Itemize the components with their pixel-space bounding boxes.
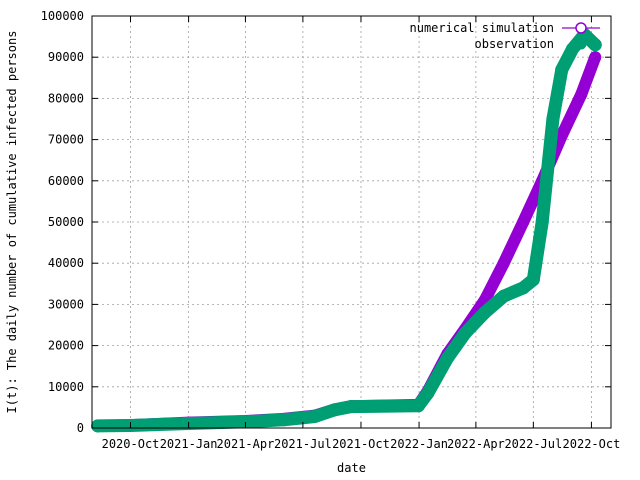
data-point <box>458 326 472 340</box>
data-point <box>497 257 510 270</box>
y-axis-title: I(t): The daily number of cumulative inf… <box>5 31 19 414</box>
series-line <box>91 28 602 433</box>
x-tick-label: 2022-Jan <box>390 437 448 451</box>
y-tick-label: 60000 <box>48 174 84 188</box>
data-point <box>344 400 358 414</box>
grid <box>92 16 611 428</box>
data-point <box>411 399 425 413</box>
data-point <box>589 51 602 64</box>
y-tick-label: 40000 <box>48 256 84 270</box>
legend-label: observation <box>475 37 554 51</box>
data-point <box>516 281 530 295</box>
y-tick-label: 50000 <box>48 215 84 229</box>
data-point <box>308 409 322 423</box>
series-line <box>91 51 602 432</box>
data-point <box>526 273 540 287</box>
x-axis-title: date <box>337 461 366 475</box>
y-tick-label: 10000 <box>48 380 84 394</box>
data-point <box>575 88 588 101</box>
y-tick-label: 80000 <box>48 91 84 105</box>
legend-label: numerical simulation <box>410 21 555 35</box>
x-tick-label: 2022-Jul <box>504 437 562 451</box>
data-point <box>497 289 511 303</box>
x-tick-label: 2021-Apr <box>217 437 275 451</box>
x-tick-label: 2020-Oct <box>102 437 160 451</box>
y-tick-label: 20000 <box>48 339 84 353</box>
data-point <box>440 351 454 365</box>
data-point <box>565 42 579 56</box>
data-point <box>327 403 341 417</box>
series-1 <box>91 28 602 433</box>
y-tick-label: 30000 <box>48 297 84 311</box>
data-point <box>517 216 530 228</box>
x-tick-label: 2021-Jul <box>274 437 332 451</box>
y-tick-label: 0 <box>77 421 84 435</box>
x-tick-label: 2021-Oct <box>332 437 390 451</box>
data-point <box>555 63 569 77</box>
data-point <box>91 419 105 433</box>
series-0 <box>91 51 602 432</box>
y-tick-label: 90000 <box>48 50 84 64</box>
x-tick-label: 2022-Oct <box>563 437 621 451</box>
data-point <box>277 413 291 427</box>
axis-ticks: 0 10000 20000 30000 40000 50000 60000 70000 8000… <box>41 9 621 451</box>
data-point <box>421 386 435 400</box>
data-point <box>546 112 560 126</box>
data-point <box>535 215 549 229</box>
data-point <box>478 306 492 320</box>
y-tick-label: 100000 <box>41 9 84 23</box>
legend: numerical simulation observation <box>410 21 600 51</box>
x-tick-label: 2022-Apr <box>447 437 505 451</box>
legend-marker <box>575 22 587 34</box>
legend-marker <box>575 38 587 50</box>
x-tick-label: 2021-Jan <box>160 437 218 451</box>
data-point <box>588 38 602 52</box>
series-layer <box>91 28 602 433</box>
y-tick-label: 70000 <box>48 133 84 147</box>
